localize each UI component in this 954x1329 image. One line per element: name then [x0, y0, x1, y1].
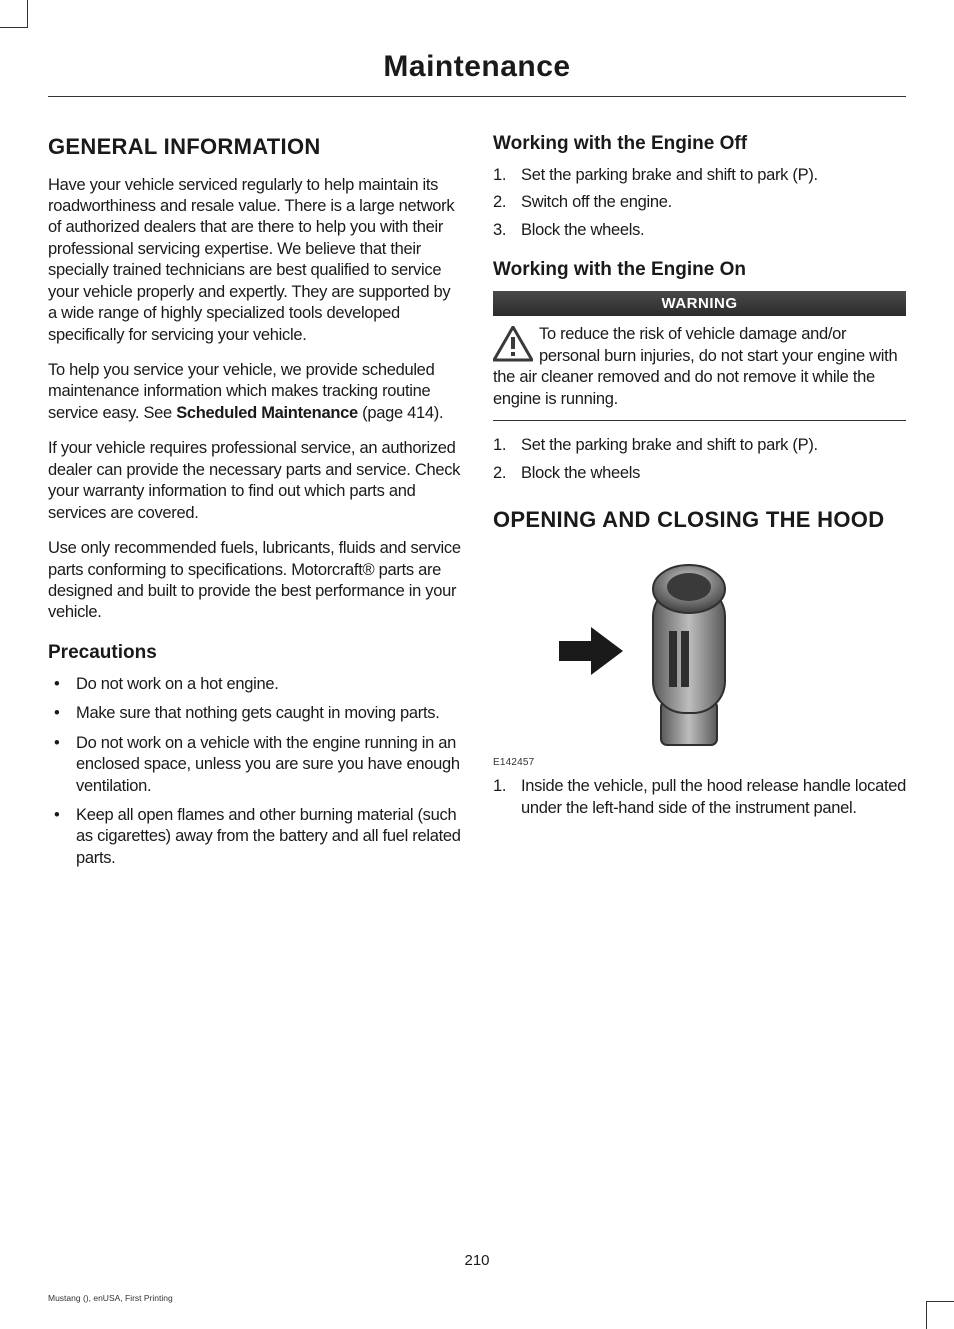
hood-release-illustration — [553, 551, 763, 751]
list-item: Inside the vehicle, pull the hood releas… — [493, 776, 906, 819]
crop-mark — [0, 0, 28, 28]
page-content: Maintenance GENERAL INFORMATION Have you… — [48, 50, 906, 881]
subsection-heading: Working with the Engine On — [493, 259, 906, 281]
engine-on-steps: Set the parking brake and shift to park … — [493, 435, 906, 484]
page-number: 210 — [0, 1252, 954, 1269]
precautions-list: Do not work on a hot engine. Make sure t… — [48, 674, 461, 870]
footer-text: Mustang (), enUSA, First Printing — [48, 1293, 173, 1303]
list-item: Set the parking brake and shift to park … — [493, 435, 906, 456]
warning-text: To reduce the risk of vehicle damage and… — [493, 325, 897, 407]
list-item: Keep all open flames and other burning m… — [48, 805, 461, 869]
section-heading: OPENING AND CLOSING THE HOOD — [493, 506, 906, 534]
left-column: GENERAL INFORMATION Have your vehicle se… — [48, 133, 461, 881]
subsection-heading: Working with the Engine Off — [493, 133, 906, 155]
figure: E142457 — [493, 551, 906, 768]
cross-reference: Scheduled Maintenance — [176, 404, 358, 422]
list-item: Block the wheels. — [493, 220, 906, 241]
hood-steps: Inside the vehicle, pull the hood releas… — [493, 776, 906, 819]
warning-box: WARNING To reduce the risk of vehicle da… — [493, 291, 906, 421]
list-item: Do not work on a hot engine. — [48, 674, 461, 695]
list-item: Block the wheels — [493, 463, 906, 484]
engine-off-steps: Set the parking brake and shift to park … — [493, 165, 906, 241]
list-item: Do not work on a vehicle with the engine… — [48, 733, 461, 797]
list-item: Make sure that nothing gets caught in mo… — [48, 703, 461, 724]
list-item: Set the parking brake and shift to park … — [493, 165, 906, 186]
warning-triangle-icon — [493, 326, 533, 362]
body-paragraph: If your vehicle requires professional se… — [48, 438, 461, 524]
body-paragraph: Use only recommended fuels, lubricants, … — [48, 538, 461, 624]
text-run: (page 414). — [358, 404, 443, 422]
subsection-heading: Precautions — [48, 642, 461, 664]
body-paragraph: To help you service your vehicle, we pro… — [48, 360, 461, 424]
right-column: Working with the Engine Off Set the park… — [493, 133, 906, 881]
crop-mark — [926, 1301, 954, 1329]
section-heading: GENERAL INFORMATION — [48, 133, 461, 161]
figure-id: E142457 — [493, 757, 906, 768]
body-paragraph: Have your vehicle serviced regularly to … — [48, 175, 461, 347]
warning-body: To reduce the risk of vehicle damage and… — [493, 316, 906, 421]
list-item: Switch off the engine. — [493, 192, 906, 213]
two-column-layout: GENERAL INFORMATION Have your vehicle se… — [48, 133, 906, 881]
warning-header: WARNING — [493, 291, 906, 316]
chapter-title: Maintenance — [48, 50, 906, 97]
